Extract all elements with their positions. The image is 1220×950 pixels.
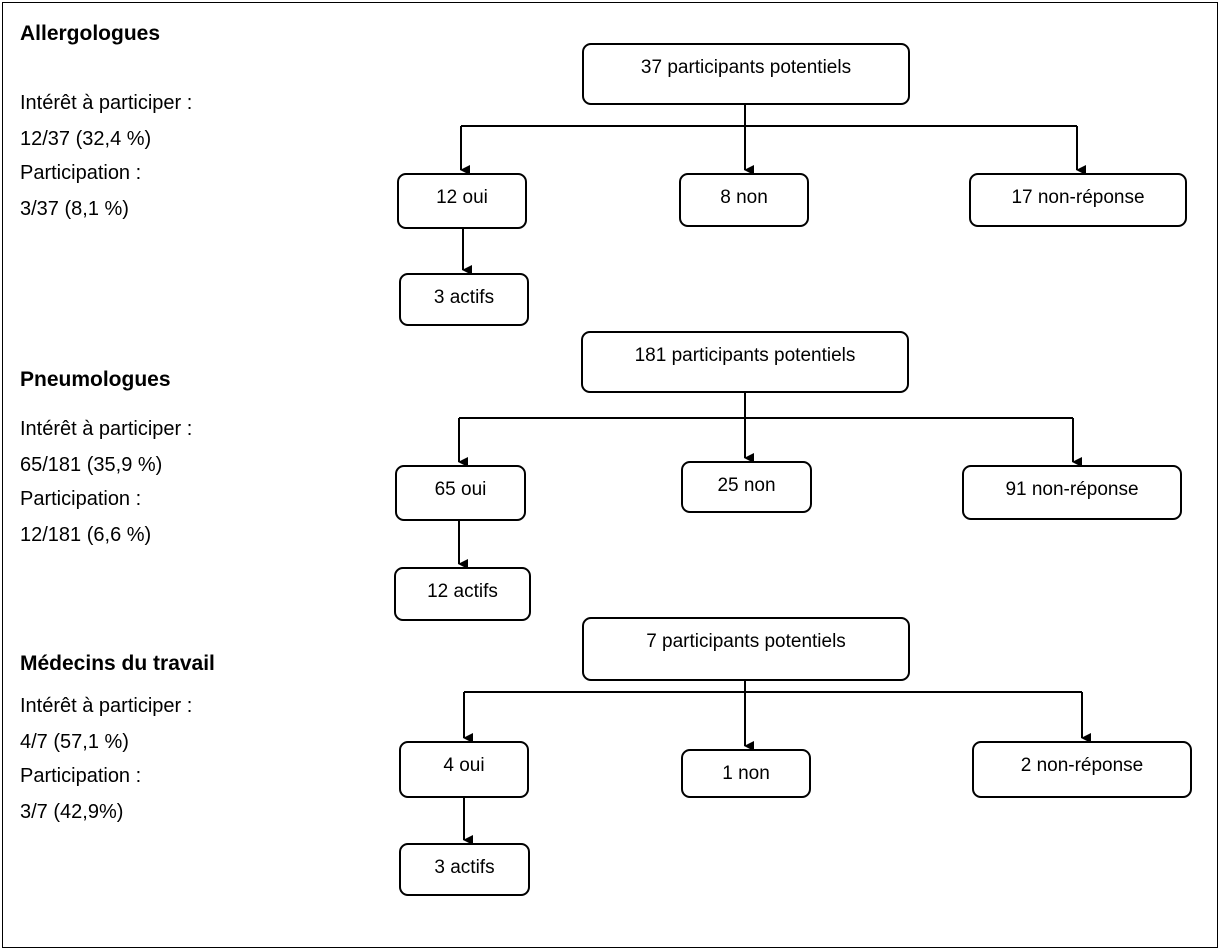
yes-box: 4 oui	[399, 741, 529, 798]
participation-label: Participation :	[20, 488, 142, 510]
total-box: 7 participants potentiels	[582, 617, 910, 681]
participation-value: 3/7 (42,9%)	[20, 801, 124, 823]
participation-value: 3/37 (8,1 %)	[20, 198, 129, 220]
active-label: 3 actifs	[433, 287, 495, 308]
interest-value: 65/181 (35,9 %)	[20, 454, 163, 476]
no-label: 1 non	[722, 763, 770, 784]
section-title: Allergologues	[20, 22, 161, 45]
interest-value: 4/7 (57,1 %)	[20, 731, 129, 753]
no-label: 25 non	[717, 475, 776, 496]
interest-label: Intérêt à participer :	[20, 695, 193, 717]
no-label: 8 non	[720, 187, 768, 208]
interest-label: Intérêt à participer :	[20, 418, 193, 440]
total-box: 181 participants potentiels	[581, 331, 909, 393]
connector-lines	[460, 104, 1086, 275]
connector-lines	[463, 680, 1091, 845]
nonresponse-box: 2 non-réponse	[972, 741, 1192, 798]
yes-label: 4 oui	[443, 755, 485, 776]
nonresponse-box: 91 non-réponse	[962, 465, 1182, 520]
total-label: 37 participants potentiels	[640, 57, 852, 78]
section-title: Médecins du travail	[20, 652, 215, 675]
nonresponse-box: 17 non-réponse	[969, 173, 1187, 227]
interest-label: Intérêt à participer :	[20, 92, 193, 114]
active-box: 3 actifs	[399, 273, 529, 326]
interest-value: 12/37 (32,4 %)	[20, 128, 152, 150]
active-label: 12 actifs	[427, 581, 498, 602]
active-label: 3 actifs	[434, 857, 495, 878]
participation-label: Participation :	[20, 162, 142, 184]
yes-label: 12 oui	[436, 187, 488, 208]
total-label: 7 participants potentiels	[646, 631, 846, 652]
nonresponse-label: 91 non-réponse	[1005, 479, 1139, 500]
participation-value: 12/181 (6,6 %)	[20, 524, 152, 546]
section-title: Pneumologues	[20, 368, 171, 391]
total-label: 181 participants potentiels	[634, 345, 856, 366]
yes-label: 65 oui	[434, 479, 487, 500]
no-box: 8 non	[679, 173, 809, 227]
participation-label: Participation :	[20, 765, 142, 787]
active-box: 12 actifs	[394, 567, 531, 621]
no-box: 25 non	[681, 461, 812, 513]
total-box: 37 participants potentiels	[582, 43, 910, 105]
active-box: 3 actifs	[399, 843, 530, 896]
yes-box: 12 oui	[397, 173, 527, 229]
nonresponse-label: 17 non-réponse	[1011, 187, 1145, 208]
no-box: 1 non	[681, 749, 811, 798]
yes-box: 65 oui	[395, 465, 526, 521]
connector-lines	[458, 392, 1082, 569]
nonresponse-label: 2 non-réponse	[1020, 755, 1144, 776]
